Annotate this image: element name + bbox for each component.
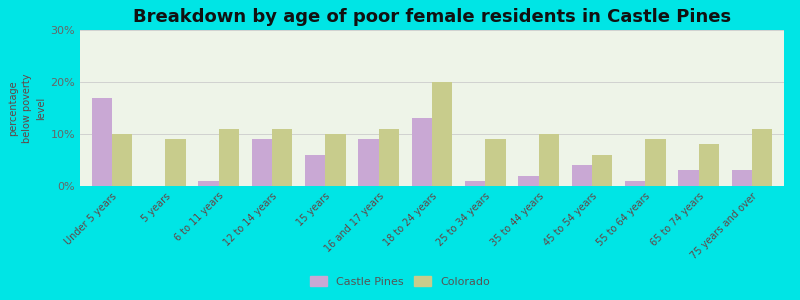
Bar [518,176,538,186]
Bar [272,129,292,186]
Bar [252,139,272,186]
Bar [732,170,752,186]
Bar [625,181,646,186]
Bar [412,118,432,186]
Bar [218,129,239,186]
Bar [572,165,592,186]
Bar [432,82,452,186]
Bar [465,181,486,186]
Bar [358,139,378,186]
Y-axis label: percentage
below poverty
level: percentage below poverty level [8,73,46,143]
Bar [326,134,346,186]
Bar [92,98,112,186]
Legend: Castle Pines, Colorado: Castle Pines, Colorado [306,272,494,291]
Bar [646,139,666,186]
Bar [112,134,132,186]
Bar [198,181,218,186]
Bar [166,139,186,186]
Bar [592,155,612,186]
Bar [752,129,772,186]
Bar [378,129,399,186]
Bar [678,170,698,186]
Bar [305,155,326,186]
Title: Breakdown by age of poor female residents in Castle Pines: Breakdown by age of poor female resident… [133,8,731,26]
Bar [538,134,559,186]
Bar [486,139,506,186]
Bar [698,144,719,186]
